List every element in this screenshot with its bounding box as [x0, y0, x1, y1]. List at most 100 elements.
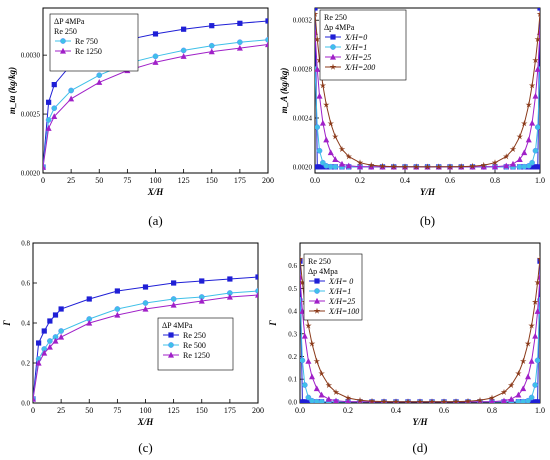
- x-tick-label: 0.2: [355, 176, 365, 185]
- data-point: [508, 395, 515, 402]
- data-point: [58, 328, 64, 334]
- x-tick-label: 50: [95, 176, 103, 185]
- data-point: [152, 31, 159, 37]
- data-point: [325, 381, 333, 389]
- data-point: [534, 124, 540, 130]
- data-point: [46, 99, 52, 105]
- data-point: [33, 395, 36, 402]
- data-point: [58, 333, 65, 340]
- x-tick-label: 0.0: [295, 406, 305, 415]
- data-point: [255, 291, 258, 298]
- data-point: [152, 59, 159, 65]
- data-point: [300, 255, 304, 262]
- data-point: [323, 101, 330, 108]
- legend-header: Re 250: [54, 27, 77, 36]
- data-point: [392, 398, 400, 403]
- data-point: [532, 382, 539, 388]
- data-point: [142, 300, 149, 306]
- x-tick-label: 0: [41, 176, 45, 185]
- x-tick-label: 150: [196, 406, 208, 415]
- data-point: [532, 147, 539, 154]
- data-point: [345, 153, 352, 160]
- data-point: [114, 311, 121, 318]
- panel-d: 0.0 0.2 0.4 0.6 0.8 1.0 0.0 0.1 0.2 0.3 0.4 0.5 0.6 Y…: [268, 242, 545, 455]
- data-point: [237, 20, 243, 26]
- y-tick-label: 0.6: [21, 280, 30, 288]
- x-axis-label: X/H: [137, 417, 155, 427]
- data-point: [43, 163, 46, 170]
- data-point: [35, 359, 42, 366]
- data-point: [480, 161, 487, 168]
- data-point: [86, 296, 92, 302]
- legend-entry: X/H= 0: [328, 277, 353, 286]
- data-point: [152, 53, 159, 60]
- x-tick-label: 0: [31, 406, 35, 415]
- data-point: [318, 398, 325, 403]
- data-point: [309, 397, 315, 403]
- x-tick-label: 0.6: [439, 406, 449, 415]
- data-point: [68, 95, 75, 102]
- legend-marker: [168, 342, 174, 348]
- data-point: [96, 79, 103, 85]
- x-tick-label: 0.8: [487, 406, 497, 415]
- data-point: [114, 306, 121, 312]
- data-point: [316, 92, 323, 99]
- data-point: [532, 92, 539, 99]
- data-point: [199, 278, 205, 284]
- data-point: [327, 120, 334, 127]
- data-point: [500, 388, 508, 396]
- data-point: [58, 306, 64, 312]
- data-point: [416, 398, 424, 403]
- data-point: [529, 119, 536, 126]
- data-point: [535, 164, 540, 170]
- y-tick-label: 0.4: [288, 308, 297, 316]
- data-point: [236, 44, 243, 51]
- data-point: [401, 163, 409, 170]
- data-point: [198, 297, 205, 304]
- x-tick-label: 125: [178, 176, 190, 185]
- y-tick-label: 0.1: [288, 376, 297, 384]
- data-point: [36, 340, 42, 346]
- data-point: [301, 332, 308, 339]
- data-point: [302, 399, 308, 403]
- x-tick-label: 100: [140, 406, 152, 415]
- data-point: [452, 398, 460, 403]
- data-point: [537, 8, 540, 11]
- data-point: [503, 153, 510, 160]
- panel-a: 0 25 50 75 100 125 150 175 200 0.0020 0.0025 0.0030…: [7, 7, 274, 228]
- data-point: [51, 113, 58, 120]
- data-point: [86, 319, 93, 326]
- data-point: [323, 136, 330, 143]
- data-point: [524, 340, 532, 347]
- data-point: [345, 398, 351, 403]
- data-point: [492, 163, 498, 170]
- data-point: [464, 397, 472, 403]
- data-point: [390, 163, 397, 170]
- legend-entry: X/H=1: [344, 43, 367, 52]
- series-line: [315, 69, 540, 168]
- legend-header: ΔP 4MPa: [162, 321, 193, 330]
- data-point: [428, 398, 436, 403]
- data-point: [424, 163, 431, 170]
- y-tick-label: 0.5: [288, 285, 297, 293]
- y-axis-label: Γ: [2, 320, 12, 327]
- data-point: [301, 382, 308, 388]
- plot-frame: [314, 7, 541, 174]
- panel-c: 0 25 50 75 100 125 150 175 200 0.0 0.2 0.4 0.6 0.8 X/H…: [2, 240, 264, 456]
- data-point: [528, 82, 536, 89]
- data-point: [532, 56, 539, 64]
- data-point: [255, 274, 258, 280]
- data-point: [316, 56, 323, 64]
- data-point: [315, 29, 318, 36]
- x-tick-label: 1.0: [535, 176, 545, 185]
- data-point: [313, 385, 320, 392]
- data-point: [305, 322, 312, 329]
- data-point: [327, 149, 334, 156]
- legend-marker: [168, 332, 174, 338]
- data-point: [308, 340, 316, 347]
- data-point: [534, 308, 540, 314]
- y-tick-label: 0.0: [21, 400, 30, 408]
- data-point: [315, 66, 321, 72]
